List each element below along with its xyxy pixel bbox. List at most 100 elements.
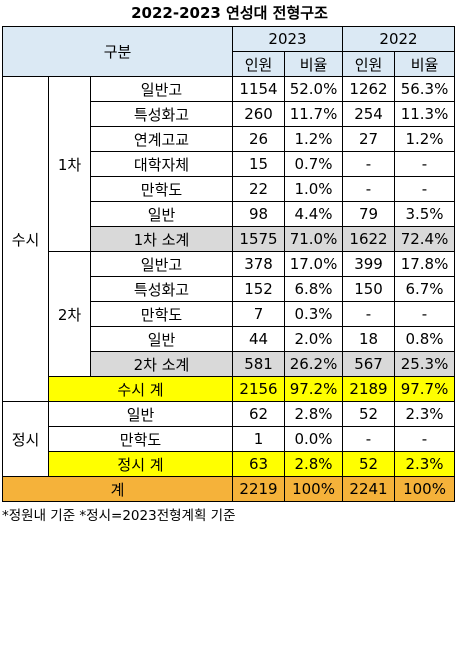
header-category: 구분 bbox=[1, 26, 234, 77]
cell-ratio-2022: 25.3% bbox=[394, 351, 456, 377]
cell-ratio-2023: 97.2% bbox=[284, 376, 344, 402]
cell-ratio-2022: - bbox=[394, 151, 456, 177]
cell-count-2023: 581 bbox=[232, 351, 286, 377]
cell-ratio-2023: 2.0% bbox=[284, 326, 344, 352]
table-row: 특성화고 152 6.8% 150 6.7% bbox=[3, 276, 456, 302]
cell-count-2022: 2189 bbox=[342, 376, 396, 402]
cell-count-2023: 2156 bbox=[232, 376, 286, 402]
cell-count-2023: 44 bbox=[232, 326, 286, 352]
row-name: 대학자체 bbox=[89, 151, 234, 177]
total-row-jeongsi: 정시 계 63 2.8% 52 2.3% bbox=[3, 451, 456, 477]
cell-ratio-2022: 97.7% bbox=[394, 376, 456, 402]
cell-count-2022: - bbox=[342, 426, 396, 452]
cell-ratio-2023: 4.4% bbox=[284, 201, 344, 227]
cell-count-2022: 79 bbox=[342, 201, 396, 227]
row-name: 2차 소계 bbox=[89, 351, 234, 377]
cell-count-2022: 1262 bbox=[342, 76, 396, 102]
table-row: 수시 1차 일반고 1154 52.0% 1262 56.3% bbox=[2, 76, 456, 402]
cell-ratio-2023: 2.8% bbox=[284, 401, 344, 427]
cell-count-2023: 62 bbox=[232, 401, 286, 427]
cell-ratio-2022: 56.3% bbox=[394, 76, 456, 102]
cell-ratio-2022: - bbox=[394, 426, 456, 452]
total-row-susi: 수시 계 2156 97.2% 2189 97.7% bbox=[3, 376, 456, 402]
table-row: 만학도 1 0.0% - - bbox=[3, 426, 456, 452]
header-ratio-2023: 비율 bbox=[284, 51, 344, 77]
cell-count-2022: 567 bbox=[342, 351, 396, 377]
cell-ratio-2022: 17.8% bbox=[394, 251, 456, 277]
row-name: 수시 계 bbox=[47, 376, 234, 402]
row-name: 계 bbox=[1, 476, 234, 502]
cell-count-2022: 2241 bbox=[342, 476, 396, 502]
cell-count-2022: 1622 bbox=[342, 226, 396, 252]
cell-ratio-2023: 1.2% bbox=[284, 126, 344, 152]
table-row: 특성화고 260 11.7% 254 11.3% bbox=[3, 101, 456, 127]
table-row: 대학자체 15 0.7% - - bbox=[3, 151, 456, 177]
header-year-2023: 2023 bbox=[232, 26, 344, 52]
table-row: 연계고교 26 1.2% 27 1.2% bbox=[3, 126, 456, 152]
cell-ratio-2022: 1.2% bbox=[394, 126, 456, 152]
cell-count-2023: 63 bbox=[232, 451, 286, 477]
row-name: 특성화고 bbox=[89, 276, 234, 302]
cell-count-2023: 1575 bbox=[232, 226, 286, 252]
cell-count-2023: 2219 bbox=[232, 476, 286, 502]
cell-count-2022: 52 bbox=[342, 401, 396, 427]
cell-ratio-2023: 0.7% bbox=[284, 151, 344, 177]
cell-ratio-2022: - bbox=[394, 176, 456, 202]
grand-total-row: 계 2219 100% 2241 100% bbox=[1, 476, 456, 502]
cell-ratio-2023: 0.3% bbox=[284, 301, 344, 327]
cell-ratio-2022: 6.7% bbox=[394, 276, 456, 302]
cell-ratio-2022: 11.3% bbox=[394, 101, 456, 127]
group-jeongsi-label: 정시 bbox=[2, 401, 49, 477]
row-name: 일반고 bbox=[89, 251, 234, 277]
cell-count-2023: 260 bbox=[232, 101, 286, 127]
row-name: 일반 bbox=[89, 201, 234, 227]
cell-count-2022: 27 bbox=[342, 126, 396, 152]
cell-count-2023: 22 bbox=[232, 176, 286, 202]
cell-count-2023: 15 bbox=[232, 151, 286, 177]
table-row: 2차 일반고 378 17.0% 399 17.8% bbox=[3, 251, 456, 377]
header-ratio-2022: 비율 bbox=[394, 51, 456, 77]
cell-ratio-2023: 100% bbox=[284, 476, 344, 502]
cell-count-2022: 399 bbox=[342, 251, 396, 277]
round2-label: 2차 bbox=[48, 251, 91, 377]
cell-ratio-2023: 2.8% bbox=[284, 451, 344, 477]
cell-count-2023: 26 bbox=[232, 126, 286, 152]
cell-count-2022: 254 bbox=[342, 101, 396, 127]
cell-ratio-2023: 6.8% bbox=[284, 276, 344, 302]
table-row: 일반 44 2.0% 18 0.8% bbox=[3, 326, 456, 352]
cell-ratio-2023: 17.0% bbox=[284, 251, 344, 277]
header-row-years: 구분 2023 2022 bbox=[1, 26, 456, 77]
cell-count-2023: 1154 bbox=[232, 76, 286, 102]
cell-count-2023: 7 bbox=[232, 301, 286, 327]
admission-structure-table: 구분 2023 2022 인원 비율 인원 비율 수시 1차 일반고 1154 … bbox=[1, 26, 456, 502]
row-name: 정시 계 bbox=[47, 451, 234, 477]
cell-ratio-2023: 52.0% bbox=[284, 76, 344, 102]
row-name: 연계고교 bbox=[89, 126, 234, 152]
row-name: 일반 bbox=[89, 326, 234, 352]
cell-ratio-2023: 71.0% bbox=[284, 226, 344, 252]
cell-ratio-2022: - bbox=[394, 301, 456, 327]
subtotal-row-round2: 2차 소계 581 26.2% 567 25.3% bbox=[3, 351, 456, 377]
cell-count-2022: 150 bbox=[342, 276, 396, 302]
footnote: *정원내 기준 *정시=2023전형계획 기준 bbox=[2, 508, 236, 524]
cell-ratio-2022: 2.3% bbox=[394, 451, 456, 477]
cell-ratio-2023: 11.7% bbox=[284, 101, 344, 127]
cell-count-2022: - bbox=[342, 176, 396, 202]
cell-ratio-2022: 3.5% bbox=[394, 201, 456, 227]
round1-label: 1차 bbox=[48, 76, 91, 252]
cell-ratio-2023: 0.0% bbox=[284, 426, 344, 452]
table-row: 만학도 7 0.3% - - bbox=[3, 301, 456, 327]
row-name: 만학도 bbox=[89, 301, 234, 327]
row-name: 일반고 bbox=[89, 76, 234, 102]
header-year-2022: 2022 bbox=[342, 26, 456, 52]
cell-count-2022: - bbox=[342, 151, 396, 177]
cell-ratio-2022: 72.4% bbox=[394, 226, 456, 252]
cell-count-2023: 98 bbox=[232, 201, 286, 227]
cell-ratio-2022: 100% bbox=[394, 476, 456, 502]
cell-ratio-2023: 1.0% bbox=[284, 176, 344, 202]
cell-count-2023: 152 bbox=[232, 276, 286, 302]
table-title: 2022-2023 연성대 전형구조 bbox=[131, 4, 328, 22]
cell-count-2023: 1 bbox=[232, 426, 286, 452]
row-name: 만학도 bbox=[47, 426, 234, 452]
row-name: 일반 bbox=[47, 401, 234, 427]
